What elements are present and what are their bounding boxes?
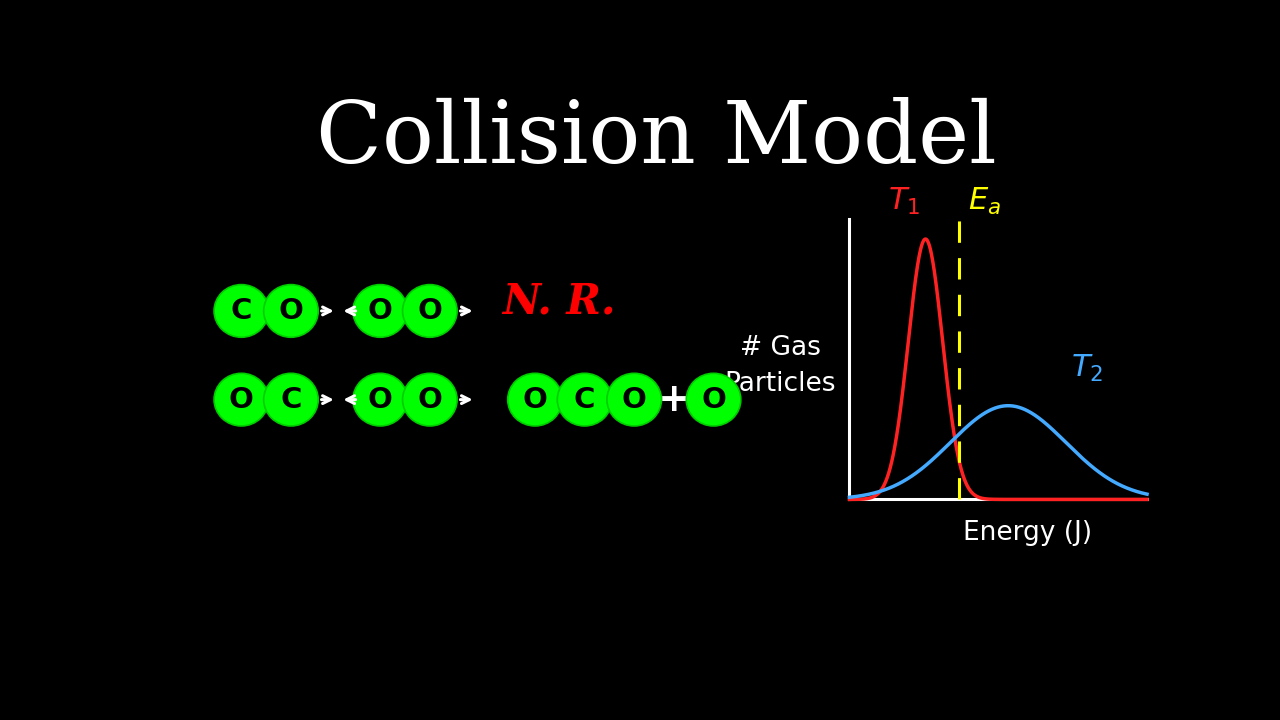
Text: +: +: [658, 381, 690, 418]
Ellipse shape: [264, 284, 319, 337]
Ellipse shape: [607, 373, 662, 426]
Text: O: O: [367, 297, 393, 325]
Ellipse shape: [353, 284, 407, 337]
Text: O: O: [701, 386, 726, 413]
Ellipse shape: [402, 284, 457, 337]
Text: O: O: [622, 386, 646, 413]
Ellipse shape: [402, 373, 457, 426]
Text: Collision Model: Collision Model: [316, 97, 996, 181]
Text: $E_a$: $E_a$: [969, 186, 1001, 217]
Ellipse shape: [214, 284, 269, 337]
Text: $T_1$: $T_1$: [888, 186, 920, 217]
Ellipse shape: [214, 373, 269, 426]
Text: C: C: [573, 386, 595, 413]
Text: O: O: [417, 297, 443, 325]
Ellipse shape: [264, 373, 319, 426]
Text: $T_2$: $T_2$: [1071, 352, 1103, 384]
Ellipse shape: [353, 373, 407, 426]
Ellipse shape: [508, 373, 562, 426]
Text: # Gas
Particles: # Gas Particles: [724, 336, 836, 397]
Text: O: O: [522, 386, 548, 413]
Text: Energy (J): Energy (J): [964, 520, 1093, 546]
Text: C: C: [230, 297, 252, 325]
Text: O: O: [279, 297, 303, 325]
Text: C: C: [280, 386, 302, 413]
Text: N. R.: N. R.: [502, 281, 616, 323]
Text: O: O: [367, 386, 393, 413]
Text: O: O: [417, 386, 443, 413]
Ellipse shape: [686, 373, 741, 426]
Ellipse shape: [557, 373, 612, 426]
Text: O: O: [229, 386, 253, 413]
